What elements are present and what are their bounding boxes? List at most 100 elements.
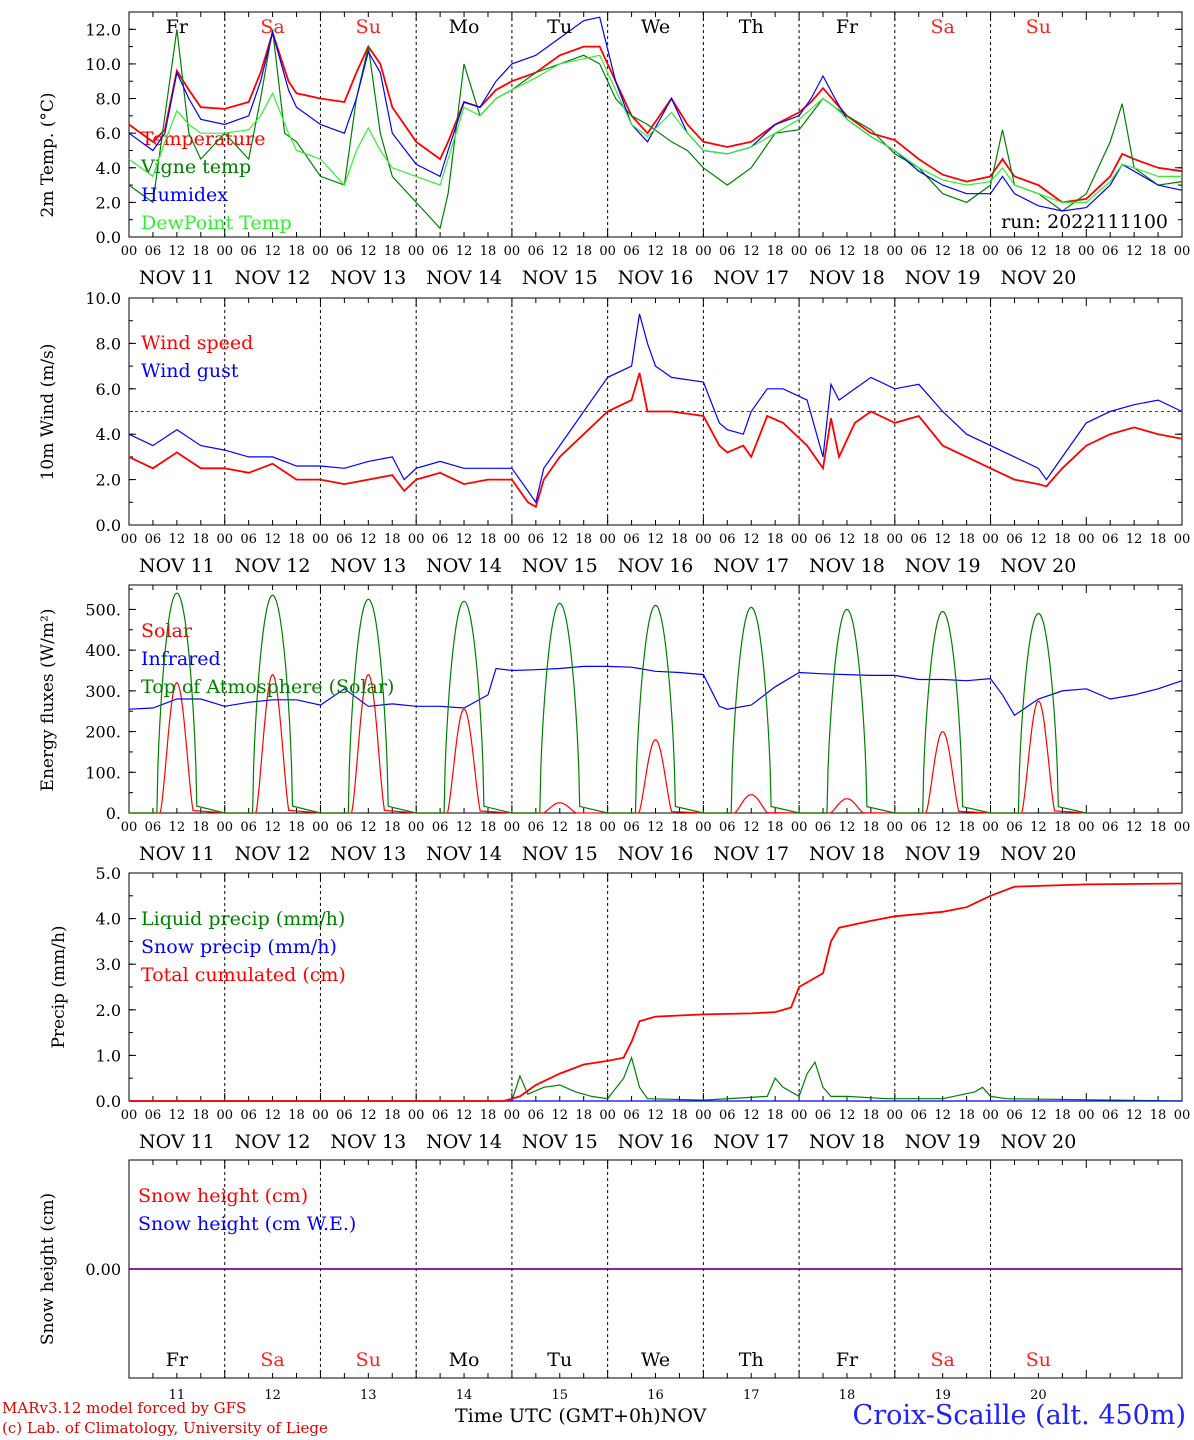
- date-label: NOV 20: [1001, 1131, 1077, 1153]
- hour-tick-label: 12: [647, 1108, 664, 1123]
- hour-tick-label: 18: [288, 820, 305, 835]
- hour-tick-label: 18: [193, 244, 210, 259]
- hour-tick-label: 18: [1150, 532, 1167, 547]
- date-label: NOV 16: [618, 843, 694, 865]
- date-label: NOV 19: [905, 267, 981, 289]
- y-tick-label: 4.0: [96, 159, 121, 178]
- hour-tick-label: 00: [312, 820, 329, 835]
- y-tick-label: 2.0: [96, 471, 121, 490]
- hour-tick-label: 18: [767, 244, 784, 259]
- hour-tick-label: 06: [1006, 1108, 1023, 1123]
- date-label: NOV 16: [618, 555, 694, 577]
- hour-tick-label: 12: [456, 820, 473, 835]
- hour-tick-label: 06: [145, 1108, 162, 1123]
- hour-tick-label: 06: [1006, 820, 1023, 835]
- hour-tick-label: 06: [1102, 820, 1119, 835]
- date-label: NOV 12: [235, 1131, 311, 1153]
- date-label: NOV 14: [426, 555, 502, 577]
- hour-tick-label: 00: [1078, 820, 1095, 835]
- hour-tick-label: 12: [551, 1108, 568, 1123]
- run-label: run: 2022111100: [1001, 211, 1168, 233]
- hour-tick-label: 06: [528, 532, 545, 547]
- hour-tick-label: 12: [1030, 244, 1047, 259]
- date-label: NOV 11: [139, 555, 215, 577]
- hour-tick-label: 00: [1174, 1108, 1191, 1123]
- date-label: NOV 18: [809, 1131, 885, 1153]
- hour-tick-label: 00: [1174, 244, 1191, 259]
- hour-tick-label: 18: [288, 244, 305, 259]
- hour-tick-label: 06: [1006, 244, 1023, 259]
- hour-tick-label: 00: [504, 532, 521, 547]
- series-line-wind-gust: [128, 313, 1183, 504]
- hour-tick-label: 06: [815, 1108, 832, 1123]
- hour-tick-label: 18: [384, 820, 401, 835]
- y-tick-label: 8.0: [96, 334, 121, 353]
- date-label: NOV 17: [713, 1131, 789, 1153]
- day-number: 12: [264, 1388, 281, 1403]
- hour-tick-label: 12: [1126, 532, 1143, 547]
- hour-tick-label: 06: [528, 244, 545, 259]
- date-label: NOV 19: [905, 843, 981, 865]
- hour-tick-label: 06: [719, 244, 736, 259]
- hour-tick-label: 06: [528, 1108, 545, 1123]
- hour-tick-label: 00: [121, 244, 138, 259]
- hour-tick-label: 18: [575, 1108, 592, 1123]
- date-label: NOV 11: [139, 1131, 215, 1153]
- hour-tick-label: 18: [480, 1108, 497, 1123]
- hour-tick-label: 00: [121, 1108, 138, 1123]
- day-number: 20: [1030, 1388, 1047, 1403]
- series-line-humidex: [128, 16, 1183, 212]
- hour-tick-label: 18: [958, 244, 975, 259]
- hour-tick-label: 12: [743, 532, 760, 547]
- hour-tick-label: 12: [169, 244, 186, 259]
- hour-tick-label: 12: [1030, 1108, 1047, 1123]
- series-line-wind-speed: [128, 372, 1183, 509]
- hour-tick-label: 00: [791, 532, 808, 547]
- hour-tick-label: 06: [145, 244, 162, 259]
- y-tick-label: 0.0: [96, 228, 121, 247]
- date-label: NOV 14: [426, 1131, 502, 1153]
- day-number: 17: [743, 1388, 760, 1403]
- day-abbr-bottom: Su: [1026, 1349, 1051, 1371]
- hour-tick-label: 00: [1078, 244, 1095, 259]
- hour-tick-label: 18: [384, 244, 401, 259]
- date-label: NOV 17: [713, 843, 789, 865]
- hour-tick-label: 18: [575, 532, 592, 547]
- y-tick-label: 2.0: [96, 193, 121, 212]
- hour-tick-label: 06: [910, 532, 927, 547]
- hour-tick-label: 00: [504, 244, 521, 259]
- series-line-total-cumulated-cm-: [129, 882, 1183, 1102]
- day-number: 16: [647, 1388, 664, 1403]
- hour-tick-label: 12: [456, 532, 473, 547]
- hour-tick-label: 06: [623, 1108, 640, 1123]
- hour-tick-label: 18: [1054, 820, 1071, 835]
- hour-tick-label: 00: [695, 1108, 712, 1123]
- hour-tick-label: 12: [264, 1108, 281, 1123]
- hour-tick-label: 18: [1054, 532, 1071, 547]
- y-axis-label: Energy fluxes (W/m²): [38, 609, 58, 792]
- y-tick-label: 0.0: [96, 1092, 121, 1111]
- date-label: NOV 13: [330, 267, 406, 289]
- day-abbr-top: Sa: [931, 16, 955, 38]
- hour-tick-label: 18: [958, 820, 975, 835]
- hour-tick-label: 12: [551, 244, 568, 259]
- hour-tick-label: 00: [982, 244, 999, 259]
- day-abbr-bottom: Su: [356, 1349, 381, 1371]
- hour-tick-label: 12: [360, 1108, 377, 1123]
- y-tick-label: 300.: [85, 682, 121, 701]
- date-label: NOV 20: [1001, 555, 1077, 577]
- hour-tick-label: 18: [767, 1108, 784, 1123]
- hour-tick-label: 00: [408, 1108, 425, 1123]
- day-abbr-bottom: Sa: [931, 1349, 955, 1371]
- hour-tick-label: 06: [910, 1108, 927, 1123]
- hour-tick-label: 12: [264, 820, 281, 835]
- lab-credit: (c) Lab. of Climatology, University of L…: [2, 1419, 328, 1437]
- date-label: NOV 16: [618, 1131, 694, 1153]
- hour-tick-label: 06: [1102, 1108, 1119, 1123]
- day-abbr-top: Su: [1026, 16, 1051, 38]
- legend-entry: DewPoint Temp: [141, 212, 292, 234]
- series-line-temperature: [128, 29, 1183, 204]
- series-line-liquid-precip-mm-h-: [129, 1055, 1183, 1102]
- hour-tick-label: 00: [695, 532, 712, 547]
